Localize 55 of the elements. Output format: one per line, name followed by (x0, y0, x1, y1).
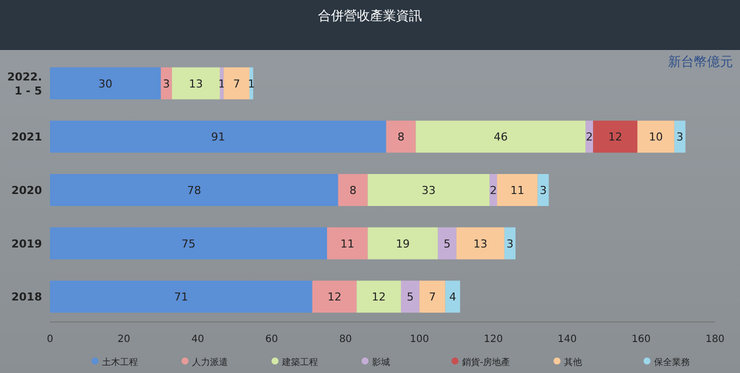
annotation: 新台幣億元 (668, 55, 733, 70)
data-label: 10 (648, 130, 663, 144)
data-label: 7 (233, 77, 240, 90)
data-label: 75 (182, 237, 196, 250)
data-label: 11 (510, 184, 524, 197)
data-label: 1 (248, 77, 255, 90)
data-label: 8 (349, 184, 356, 197)
y-tick-label: 2018 (11, 290, 42, 304)
y-tick-label: 2019 (11, 237, 42, 250)
data-label: 11 (340, 237, 354, 250)
legend-label: 保全業務 (654, 357, 690, 368)
data-label: 3 (676, 130, 684, 144)
x-tick-label: 180 (705, 334, 725, 345)
legend-label: 其他 (564, 357, 582, 368)
data-label: 3 (540, 184, 547, 197)
data-label: 3 (506, 237, 514, 250)
x-tick-label: 120 (484, 334, 503, 345)
data-label: 78 (187, 184, 202, 197)
x-tick-label: 160 (632, 334, 651, 345)
legend-label: 銷貨-房地產 (462, 357, 510, 368)
legend-label: 人力派遣 (192, 357, 228, 368)
data-label: 12 (608, 130, 622, 144)
data-label: 71 (174, 290, 188, 304)
x-tick-label: 80 (339, 334, 352, 345)
x-tick-label: 100 (410, 334, 429, 345)
data-label: 4 (449, 290, 456, 304)
data-label: 13 (473, 237, 488, 250)
data-label: 91 (211, 130, 226, 144)
data-label: 30 (98, 77, 112, 90)
x-tick-label: 0 (46, 334, 54, 345)
data-label: 19 (396, 237, 410, 250)
data-label: 2 (490, 184, 497, 197)
legend-label: 建築工程 (281, 357, 318, 368)
x-tick-label: 20 (118, 334, 130, 345)
data-label: 5 (406, 290, 414, 304)
legend-label: 土木工程 (102, 357, 138, 368)
data-label: 13 (188, 77, 203, 90)
data-label: 12 (372, 290, 386, 304)
y-tick-label: 2020 (11, 184, 42, 197)
y-tick-label: 2021 (11, 130, 42, 144)
x-tick-label: 40 (191, 334, 204, 345)
legend-label: 影城 (372, 357, 390, 368)
chart-title: 合併營收產業資訊 (318, 9, 422, 24)
data-label: 2 (586, 130, 593, 144)
data-label: 8 (397, 130, 404, 144)
data-label: 3 (162, 77, 170, 90)
y-tick-label: 2022. 1 - 5 (7, 70, 42, 98)
data-label: 33 (422, 184, 436, 197)
data-label: 46 (494, 130, 508, 144)
data-label: 12 (327, 290, 342, 304)
data-label: 1 (218, 77, 226, 90)
data-label: 5 (444, 237, 451, 250)
x-tick-label: 140 (558, 334, 577, 345)
data-label: 7 (428, 290, 436, 304)
x-tick-label: 60 (265, 334, 278, 345)
